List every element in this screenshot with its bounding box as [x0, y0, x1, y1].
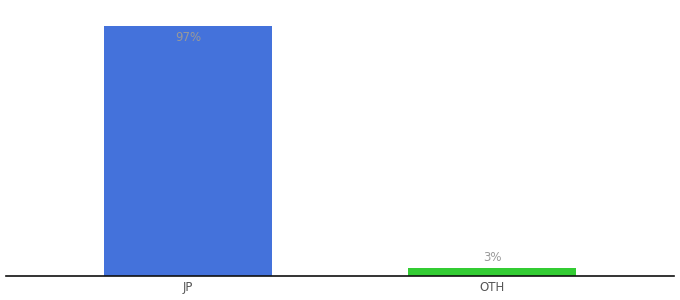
Bar: [409, 268, 576, 276]
Text: 3%: 3%: [483, 251, 501, 264]
Bar: [104, 26, 271, 276]
Text: 97%: 97%: [175, 31, 201, 44]
